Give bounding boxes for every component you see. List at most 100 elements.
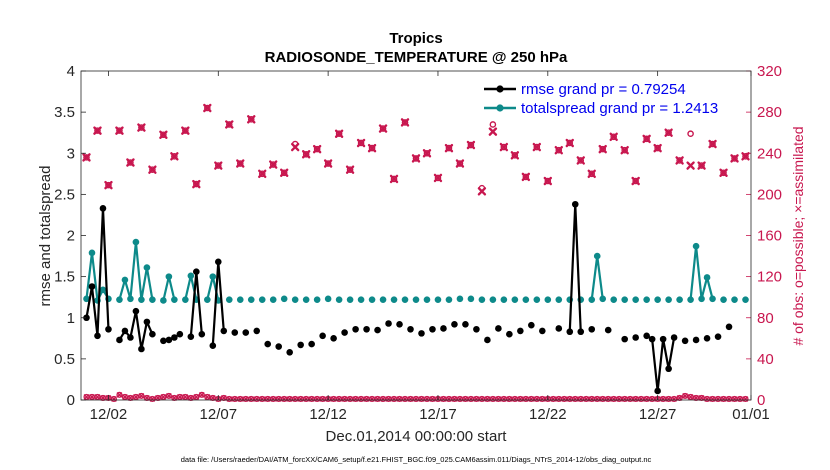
axis-ticks: 12/02 12/07 12/12 12/17 12/22 12/27 01/0100.51…: [54, 63, 782, 423]
obs-assimilated-low-point: [489, 396, 496, 402]
obs-possible-low-point: [88, 393, 96, 400]
obs-assimilated-low-point: [671, 396, 678, 402]
obs-assimilated-low-point: [391, 396, 397, 402]
obs-assimilated-point: [181, 126, 190, 135]
rmse-point: [116, 336, 123, 344]
obs-assimilated-low-point: [138, 392, 145, 399]
obs-assimilated-point: [565, 138, 574, 148]
obs-assimilated-low-point: [522, 396, 529, 402]
obs-possible-point: [698, 162, 705, 169]
totalspread-point: [555, 296, 563, 303]
rmse-point: [231, 329, 239, 336]
obs-possible-point: [171, 153, 178, 160]
obs-possible-point: [127, 159, 134, 166]
plot-area: [81, 71, 751, 400]
obs-assimilated-low-point: [479, 396, 485, 402]
obs-possible-point: [434, 174, 442, 182]
obs-assimilated-low-point: [264, 396, 271, 402]
totalspread-point: [269, 296, 277, 303]
obs-possible-low-point: [627, 395, 634, 403]
obs-assimilated-low-point: [539, 396, 546, 402]
obs-possible-low-point: [473, 395, 480, 403]
obs-possible-point: [467, 141, 475, 149]
obs-possible-low-point: [237, 395, 244, 403]
obs-possible-point: [335, 130, 343, 138]
obs-possible-low-point: [742, 395, 749, 403]
rmse-point: [681, 337, 689, 345]
obs-possible-point: [357, 139, 365, 147]
rmse-point: [385, 320, 392, 327]
obs-possible-low-point: [160, 393, 167, 400]
obs-possible-point: [456, 160, 464, 167]
y2-axis-label: # of obs: o=possible; ×=assimilated: [790, 126, 806, 345]
rmse-point: [132, 307, 140, 315]
obs-assimilated-low-point: [374, 396, 381, 402]
obs-assimilated-low-point: [111, 396, 117, 402]
obs-possible-low-point: [456, 395, 463, 403]
obs-assimilated-point: [115, 126, 124, 135]
obs-assimilated-low-point: [588, 396, 595, 402]
obs-possible-low-point: [451, 395, 458, 403]
obs-possible-low-point: [369, 395, 376, 403]
obs-assimilated-low-point: [676, 395, 683, 401]
obs-assimilated-point: [378, 124, 388, 133]
obs-assimilated-point: [411, 154, 421, 163]
obs-assimilated-low-point: [517, 396, 524, 402]
obs-possible-point: [204, 104, 211, 112]
obs-assimilated-low-point: [160, 394, 167, 400]
legend-spread-label: totalspread grand pr = 1.2413: [521, 100, 718, 117]
obs-assimilated-low-point: [473, 396, 480, 402]
obs-assimilated-point: [214, 161, 223, 170]
totalspread-point: [160, 297, 167, 304]
obs-assimilated-point: [631, 176, 640, 186]
obs-possible-low-point: [204, 393, 211, 400]
totalspread-point: [335, 296, 343, 303]
rmse-point: [319, 332, 326, 340]
obs-assimilated-low-point: [341, 396, 348, 402]
obs-assimilated-low-point: [605, 396, 612, 402]
rmse-point: [138, 345, 145, 353]
obs-assimilated-low-point: [259, 396, 266, 402]
obs-assimilated-low-point: [424, 396, 430, 402]
obs-possible-low-point: [231, 395, 238, 403]
obs-possible-low-point: [352, 395, 359, 403]
totalspread-point: [390, 296, 398, 303]
obs-assimilated-low-point: [665, 396, 672, 402]
rmse-point: [187, 333, 195, 340]
rmse-point: [632, 334, 639, 341]
rmse-point: [506, 330, 513, 338]
obs-possible-low-point: [599, 395, 606, 403]
x-tick-label: 12/22: [529, 406, 567, 423]
obs-assimilated-low-point: [193, 394, 200, 400]
y-tick-label: 0.5: [54, 351, 75, 368]
obs-possible-low-point: [506, 395, 513, 403]
rmse-point: [484, 336, 491, 344]
rmse-point: [193, 268, 200, 275]
obs-possible-point: [632, 177, 639, 185]
obs-possible-low-point: [495, 395, 502, 403]
obs-assimilated-low-point: [204, 394, 211, 400]
obs-assimilated-low-point: [94, 394, 101, 400]
rmse-point: [286, 348, 293, 356]
obs-assimilated-low-point: [698, 395, 705, 401]
obs-assimilated-point: [510, 151, 520, 160]
x-tick-label: 12/27: [639, 406, 677, 423]
y-tick-label: 1: [67, 310, 75, 327]
obs-assimilated-low-point: [402, 396, 408, 402]
y-tick-label: 2.5: [54, 186, 75, 203]
obs-assimilated-point: [521, 172, 531, 182]
obs-possible-low-point: [165, 392, 172, 399]
obs-assimilated-point: [192, 179, 201, 189]
obs-assimilated-low-point: [237, 396, 244, 402]
rmse-point: [160, 337, 167, 345]
rmse-point: [176, 330, 184, 338]
obs-possible-point: [566, 139, 574, 147]
obs-possible-point: [654, 144, 661, 152]
totalspread-point: [731, 296, 738, 303]
totalspread-point: [478, 296, 486, 303]
obs-assimilated-low-point: [253, 396, 260, 402]
obs-possible-low-point: [297, 395, 304, 403]
obs-assimilated-low-point: [709, 396, 716, 402]
obs-possible-point: [742, 153, 749, 160]
